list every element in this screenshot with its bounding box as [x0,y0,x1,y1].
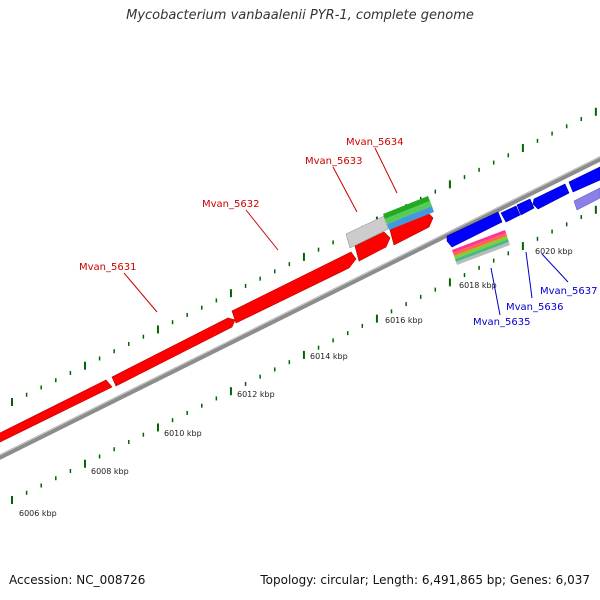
label-mvan-5633[interactable]: Mvan_5633 [305,156,362,167]
gene-reverse-extra-2[interactable] [568,166,600,193]
label-mvan-5632[interactable]: Mvan_5632 [202,199,259,210]
label-mvan-5634[interactable]: Mvan_5634 [346,137,403,148]
leader-mvan-5631 [123,272,158,313]
gene-mvan-5635-shape[interactable] [446,211,503,248]
backbone-line [0,156,600,460]
outer-tick-track [11,107,597,406]
map-title: Mycobacterium vanbaalenii PYR-1, complet… [126,8,474,23]
scale-label-6006: 6006 kbp [19,509,57,518]
scale-label-6014: 6014 kbp [310,352,348,361]
label-mvan-5631[interactable]: Mvan_5631 [79,262,136,273]
scale-label-6010: 6010 kbp [164,429,202,438]
feature-gray-block[interactable] [345,215,389,249]
label-mvan-5637[interactable]: Mvan_5637 [540,286,597,297]
label-mvan-5636[interactable]: Mvan_5636 [506,302,563,313]
backbone-highlight [0,156,600,456]
genome-summary-text: Topology: circular; Length: 6,491,865 bp… [260,573,590,587]
scale-label-6016: 6016 kbp [385,316,423,325]
leader-mvan-5632 [245,209,279,251]
feature-striped-block-top[interactable] [383,196,434,230]
scale-label-6020: 6020 kbp [535,247,573,256]
leader-mvan-5636 [525,251,533,299]
gene-mvan-5632-shape[interactable] [231,251,357,324]
gene-mvan-5633-shape[interactable] [354,231,391,262]
leader-mvan-5634 [374,147,398,194]
label-mvan-5635[interactable]: Mvan_5635 [473,317,530,328]
scale-label-6008: 6008 kbp [91,467,129,476]
gene-mvan-5636-shape[interactable] [500,205,521,223]
feature-striped-block-bottom[interactable] [452,230,510,265]
leader-mvan-5633 [332,166,358,213]
scale-label-6012: 6012 kbp [237,390,275,399]
gene-reverse-extra-1[interactable] [532,183,570,210]
inner-tick-track [11,205,597,504]
scale-label-6018: 6018 kbp [459,281,497,290]
accession-text: Accession: NC_008726 [9,573,146,587]
gene-mvan-5631-shape[interactable] [0,317,236,447]
gene-mvan-5637-shape[interactable] [516,198,535,216]
leader-mvan-5637 [541,253,569,283]
leader-mvan-5635 [490,267,501,316]
feature-lavender-block[interactable] [573,187,600,211]
